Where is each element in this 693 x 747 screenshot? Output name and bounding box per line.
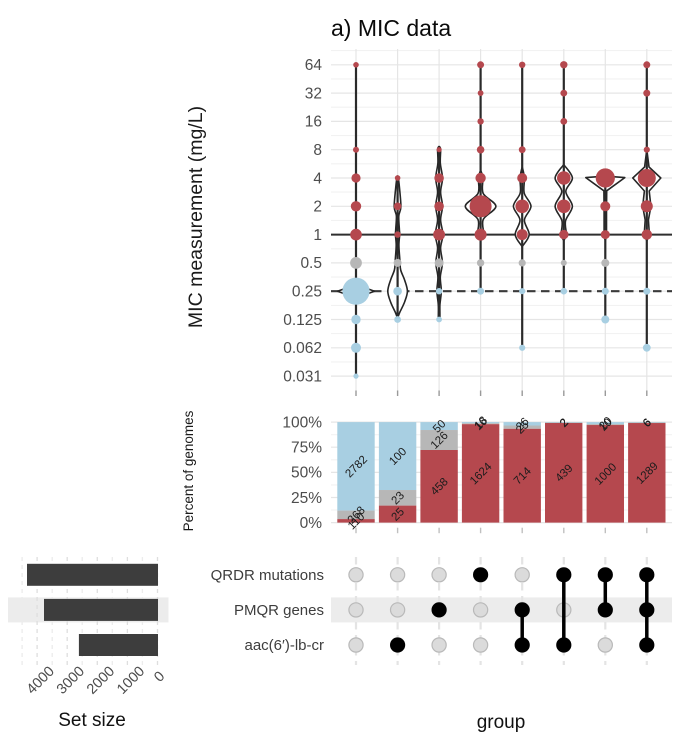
svg-text:0.5: 0.5 bbox=[300, 255, 322, 272]
svg-text:group: group bbox=[477, 712, 526, 733]
svg-text:16: 16 bbox=[305, 114, 322, 131]
svg-text:50%: 50% bbox=[291, 465, 322, 482]
svg-text:0%: 0% bbox=[300, 515, 323, 532]
svg-text:0.125: 0.125 bbox=[283, 312, 322, 329]
svg-text:PMQR genes: PMQR genes bbox=[234, 602, 324, 619]
svg-text:a) MIC data: a) MIC data bbox=[331, 15, 451, 41]
svg-text:64: 64 bbox=[305, 57, 323, 74]
svg-text:0.062: 0.062 bbox=[283, 340, 322, 357]
svg-text:25%: 25% bbox=[291, 490, 322, 507]
svg-text:0.25: 0.25 bbox=[292, 284, 322, 301]
svg-text:QRDR mutations: QRDR mutations bbox=[211, 567, 324, 584]
svg-text:4: 4 bbox=[313, 170, 322, 187]
svg-text:0.031: 0.031 bbox=[283, 368, 322, 385]
svg-text:32: 32 bbox=[305, 85, 322, 102]
svg-text:MIC measurement (mg/L): MIC measurement (mg/L) bbox=[185, 106, 207, 328]
svg-text:1: 1 bbox=[313, 227, 322, 244]
svg-text:8: 8 bbox=[313, 142, 322, 159]
svg-text:Percent of genomes: Percent of genomes bbox=[181, 410, 196, 531]
svg-text:aac(6′)-lb-cr: aac(6′)-lb-cr bbox=[245, 637, 325, 654]
svg-text:Set size: Set size bbox=[58, 710, 126, 731]
svg-text:75%: 75% bbox=[291, 440, 322, 457]
svg-text:2: 2 bbox=[313, 199, 322, 216]
svg-text:100%: 100% bbox=[282, 414, 322, 431]
